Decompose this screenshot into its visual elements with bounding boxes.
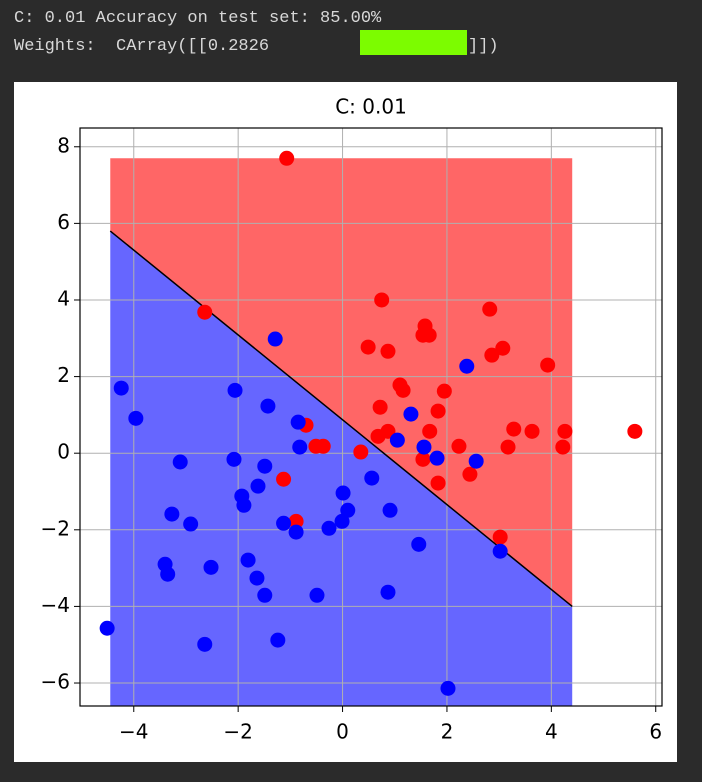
point — [250, 478, 266, 494]
x-tick-label: 0 — [336, 720, 349, 744]
point — [309, 587, 325, 603]
point — [540, 357, 556, 373]
plot-area: −4 −2 0 2 4 6 −6 −4 −2 0 2 4 6 8 — [41, 127, 663, 744]
y-tick-label: −2 — [41, 516, 70, 540]
point — [276, 471, 292, 487]
axes-frame — [79, 127, 663, 707]
point — [353, 444, 369, 460]
point — [451, 438, 467, 454]
point — [249, 570, 265, 586]
point — [197, 636, 213, 652]
point — [524, 423, 540, 439]
y-tick-label: −4 — [41, 593, 70, 617]
point — [382, 502, 398, 518]
point — [506, 421, 522, 437]
point — [364, 470, 380, 486]
point — [335, 485, 351, 501]
point — [627, 423, 643, 439]
y-tick-label: −6 — [41, 670, 70, 694]
point — [267, 331, 283, 347]
point — [395, 382, 411, 398]
point — [557, 423, 573, 439]
point — [321, 520, 337, 536]
point — [415, 451, 431, 467]
point — [164, 506, 180, 522]
point — [411, 536, 427, 552]
x-tick-label: −4 — [119, 720, 148, 744]
point — [172, 454, 188, 470]
y-tick-label: 0 — [57, 440, 70, 464]
y-tick-label: 6 — [57, 210, 70, 234]
point — [257, 587, 273, 603]
point — [495, 340, 511, 356]
point — [492, 543, 508, 559]
y-tick-label: 8 — [57, 133, 70, 157]
point — [203, 559, 219, 575]
point — [380, 584, 396, 600]
point — [436, 383, 452, 399]
weights-end: ]]) — [468, 37, 499, 56]
point — [288, 524, 304, 540]
x-tick-label: 4 — [545, 720, 558, 744]
accuracy-line: C: 0.01 Accuracy on test set: 85.00% — [14, 9, 382, 28]
y-tick-label: 2 — [57, 363, 70, 387]
weights-line: Weights: CArray([[0.2826 — [14, 37, 269, 56]
region-lower — [110, 231, 573, 707]
point — [430, 475, 446, 491]
point — [360, 339, 376, 355]
point — [422, 423, 438, 439]
point — [260, 398, 276, 414]
point — [372, 399, 388, 415]
point — [492, 529, 508, 545]
point — [290, 414, 306, 430]
point — [276, 515, 292, 531]
y-tick-label: 4 — [57, 286, 70, 310]
x-tick-label: 6 — [649, 720, 662, 744]
x-tick-label: −2 — [223, 720, 252, 744]
point — [236, 497, 252, 513]
point — [374, 292, 390, 308]
point — [429, 450, 445, 466]
point — [113, 380, 129, 396]
point — [459, 358, 475, 374]
point — [380, 343, 396, 359]
point — [482, 301, 498, 317]
point — [380, 423, 396, 439]
point — [416, 439, 432, 455]
point — [160, 566, 176, 582]
point — [197, 304, 213, 320]
point — [500, 439, 516, 455]
point — [462, 466, 478, 482]
point — [99, 620, 115, 636]
decision-boundary — [109, 230, 573, 607]
point — [430, 403, 446, 419]
x-tick-label: 2 — [441, 720, 454, 744]
region-upper — [110, 158, 573, 607]
point — [468, 453, 484, 469]
point — [340, 502, 356, 518]
point — [421, 327, 437, 343]
point — [226, 451, 242, 467]
chart-title: C: 0.01 — [335, 95, 407, 119]
redaction — [360, 30, 467, 55]
point — [288, 513, 304, 529]
point — [403, 406, 419, 422]
point — [183, 516, 199, 532]
point — [315, 438, 331, 454]
point — [292, 439, 308, 455]
point — [389, 432, 405, 448]
point — [279, 150, 295, 166]
point — [334, 513, 350, 529]
point — [484, 347, 500, 363]
point — [270, 632, 286, 648]
point — [240, 552, 256, 568]
point — [555, 439, 571, 455]
point — [257, 458, 273, 474]
point — [440, 680, 456, 696]
point — [227, 382, 243, 398]
point — [128, 410, 144, 426]
